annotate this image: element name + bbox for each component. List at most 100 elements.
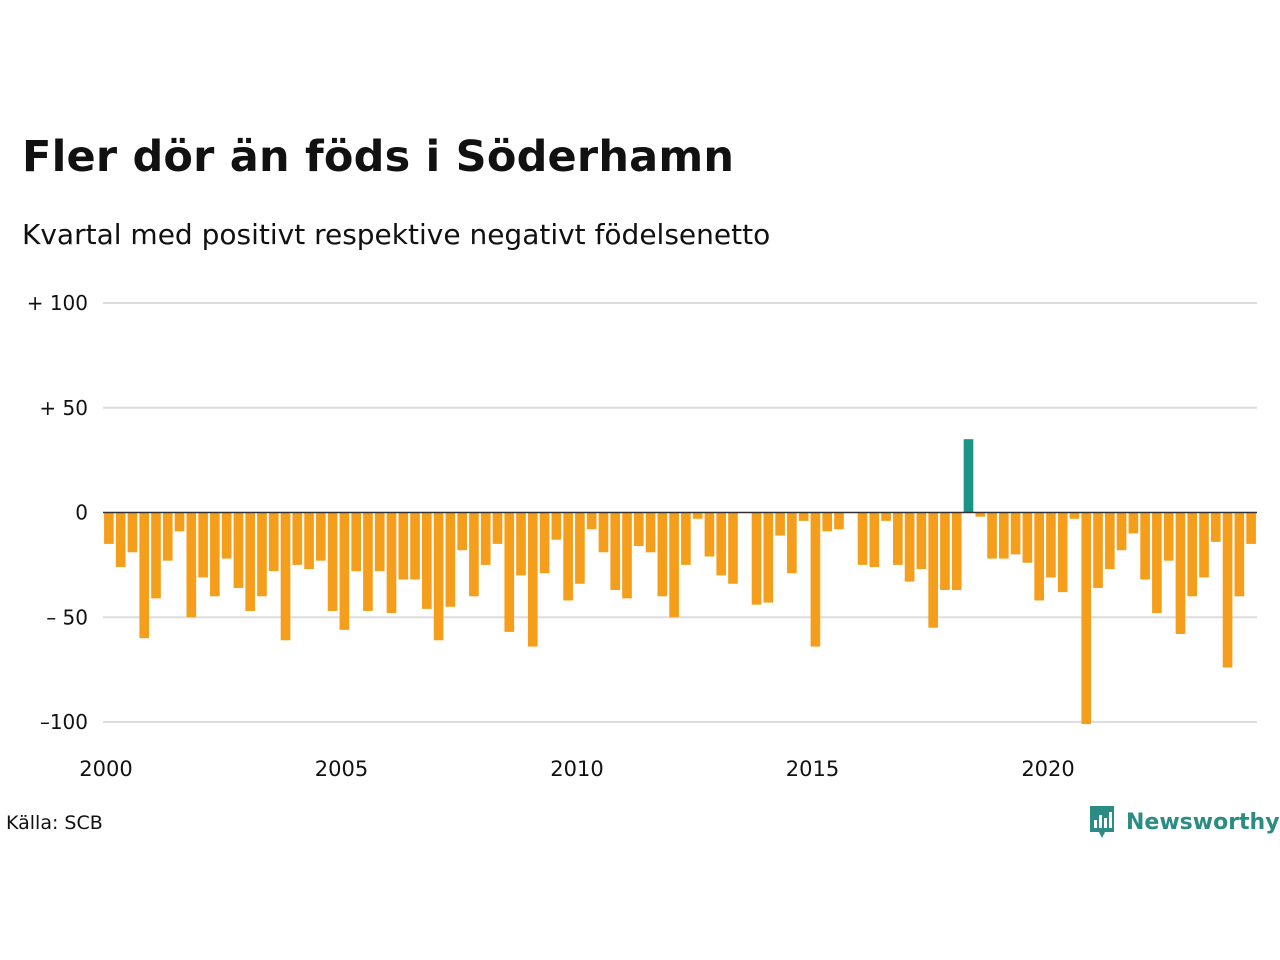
bar-negative	[280, 512, 291, 641]
bar-negative	[622, 512, 632, 599]
bar-negative	[422, 512, 432, 609]
bar-negative	[1104, 512, 1115, 570]
bar-negative	[1069, 512, 1080, 519]
x-tick-label: 2015	[786, 757, 839, 781]
y-tick-label: –100	[40, 710, 88, 734]
bar-negative	[539, 512, 550, 574]
y-tick-label: + 100	[27, 291, 88, 315]
bar-negative	[1246, 512, 1256, 544]
bar-negative	[869, 512, 880, 567]
bar-negative	[716, 512, 727, 576]
bar-negative	[598, 512, 609, 553]
bar-negative	[516, 512, 526, 576]
bar-negative	[551, 512, 562, 540]
bar-negative	[1010, 512, 1021, 555]
bar-negative	[1234, 512, 1245, 597]
bar-negative	[433, 512, 444, 641]
bar-negative	[492, 512, 503, 544]
bar-negative	[975, 512, 986, 517]
bar-negative	[410, 512, 420, 580]
bar-negative	[798, 512, 809, 521]
bar-negative	[775, 512, 785, 536]
bar-negative	[139, 512, 150, 639]
bar-negative	[351, 512, 362, 572]
bar-negative	[751, 512, 762, 605]
bar-negative	[504, 512, 515, 632]
bar-negative	[457, 512, 467, 551]
bar-negative	[940, 512, 950, 591]
bar-negative	[563, 512, 573, 601]
source-note: Källa: SCB	[6, 812, 103, 834]
bar-negative	[127, 512, 138, 553]
bar-negative	[527, 512, 538, 647]
bar-negative	[1163, 512, 1174, 561]
bar-negative	[1046, 512, 1056, 578]
bar-negative	[1175, 512, 1186, 635]
bar-negative	[445, 512, 456, 607]
bar-negative	[339, 512, 350, 630]
chart-subtitle: Kvartal med positivt respektive negativt…	[22, 218, 771, 251]
bar-negative	[951, 512, 962, 591]
bars	[104, 439, 1256, 725]
bar-negative	[480, 512, 491, 565]
bar-negative	[304, 512, 314, 570]
bar-negative	[174, 512, 185, 532]
bar-negative	[763, 512, 774, 603]
y-tick-label: – 50	[46, 605, 88, 629]
bar-negative	[669, 512, 679, 618]
bar-negative	[386, 512, 397, 614]
bar-negative	[1152, 512, 1162, 614]
bar-negative	[1187, 512, 1198, 597]
bar-negative	[904, 512, 915, 582]
bar-negative	[1081, 512, 1092, 725]
bar-negative	[104, 512, 114, 544]
bar-negative	[728, 512, 738, 584]
x-tick-label: 2010	[550, 757, 603, 781]
bar-negative	[1199, 512, 1209, 578]
bar-negative	[1222, 512, 1233, 668]
bar-negative	[268, 512, 279, 572]
bar-negative	[893, 512, 903, 565]
bar-negative	[374, 512, 385, 572]
bar-negative	[363, 512, 373, 611]
bar-negative	[857, 512, 868, 565]
bar-negative	[704, 512, 715, 557]
bar-negative	[210, 512, 220, 597]
newsworthy-logo-icon	[1090, 806, 1114, 838]
bar-negative	[916, 512, 927, 570]
bar-negative	[115, 512, 126, 567]
y-tick-label: + 50	[39, 396, 88, 420]
bar-negative	[928, 512, 939, 628]
bar-negative	[1116, 512, 1127, 551]
bar-negative	[151, 512, 161, 599]
bar-negative	[822, 512, 833, 532]
bar-negative	[834, 512, 844, 530]
gridlines	[103, 302, 1257, 723]
bar-negative	[1128, 512, 1139, 534]
bar-negative	[198, 512, 208, 578]
bar-negative	[469, 512, 479, 597]
chart-title: Fler dör än föds i Söderhamn	[22, 132, 735, 182]
y-tick-label: 0	[75, 501, 88, 525]
bar-negative	[810, 512, 821, 647]
bar-negative	[610, 512, 621, 591]
newsworthy-logo-text: Newsworthy	[1126, 809, 1280, 835]
x-tick-label: 2005	[315, 757, 368, 781]
bar-negative	[787, 512, 797, 574]
bar-negative	[987, 512, 997, 559]
bar-negative	[586, 512, 597, 530]
x-tick-label: 2000	[79, 757, 132, 781]
bar-negative	[292, 512, 303, 565]
x-tick-label: 2020	[1021, 757, 1074, 781]
newsworthy-logo: Newsworthy	[1088, 804, 1280, 840]
bar-negative	[1093, 512, 1103, 588]
bar-negative	[1057, 512, 1068, 593]
bar-negative	[316, 512, 326, 561]
bar-negative	[257, 512, 267, 597]
bar-negative	[186, 512, 197, 618]
bar-negative	[645, 512, 656, 553]
bar-negative	[245, 512, 256, 611]
bar-negative	[1034, 512, 1044, 601]
bar-negative	[575, 512, 585, 584]
bar-negative	[881, 512, 891, 521]
